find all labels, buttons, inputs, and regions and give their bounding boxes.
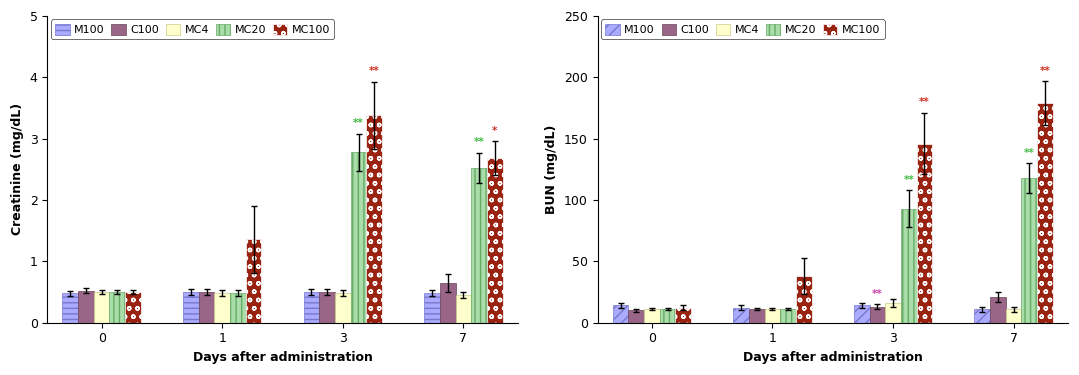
Text: **: ** <box>1039 66 1050 76</box>
Bar <box>487 158 503 322</box>
Bar <box>991 297 1006 322</box>
Text: **: ** <box>353 118 364 128</box>
Bar <box>109 292 125 322</box>
Bar <box>303 292 319 322</box>
Bar <box>916 144 932 322</box>
Bar <box>870 307 885 322</box>
Text: **: ** <box>474 137 484 147</box>
Bar <box>901 209 916 322</box>
Bar <box>765 309 780 322</box>
Bar <box>974 309 991 322</box>
Bar <box>1006 309 1022 322</box>
Bar <box>853 306 870 322</box>
Legend: M100, C100, MC4, MC20, MC100: M100, C100, MC4, MC20, MC100 <box>51 20 334 39</box>
Legend: M100, C100, MC4, MC20, MC100: M100, C100, MC4, MC20, MC100 <box>601 20 885 39</box>
Bar <box>628 310 644 322</box>
Y-axis label: BUN (mg/dL): BUN (mg/dL) <box>546 124 559 214</box>
Text: **: ** <box>369 66 380 76</box>
Bar <box>796 276 811 322</box>
Bar <box>1037 103 1053 322</box>
Bar <box>613 306 628 322</box>
Bar <box>885 303 901 322</box>
Text: *: * <box>492 126 497 136</box>
Bar <box>455 295 472 322</box>
Text: **: ** <box>1024 148 1035 158</box>
Bar <box>659 309 675 322</box>
Bar <box>230 293 246 322</box>
Bar <box>749 309 765 322</box>
X-axis label: Days after administration: Days after administration <box>192 351 372 364</box>
Bar <box>63 293 78 322</box>
Bar <box>1022 178 1037 322</box>
Text: **: ** <box>919 98 930 108</box>
Bar <box>319 292 334 322</box>
Bar <box>246 239 261 322</box>
Bar <box>424 293 440 322</box>
Bar <box>215 293 230 322</box>
Bar <box>440 283 455 322</box>
Bar <box>644 309 659 322</box>
Bar <box>675 308 691 322</box>
X-axis label: Days after administration: Days after administration <box>742 351 923 364</box>
Bar <box>183 292 199 322</box>
Bar <box>78 291 94 322</box>
Bar <box>334 293 351 322</box>
Bar <box>472 168 487 322</box>
Bar <box>94 292 109 322</box>
Bar <box>780 309 796 322</box>
Bar <box>367 116 382 322</box>
Bar <box>734 308 749 322</box>
Y-axis label: Creatinine (mg/dL): Creatinine (mg/dL) <box>11 103 24 236</box>
Text: **: ** <box>903 175 914 184</box>
Bar <box>125 292 141 322</box>
Bar <box>199 292 215 322</box>
Bar <box>351 152 367 322</box>
Text: **: ** <box>872 289 883 299</box>
